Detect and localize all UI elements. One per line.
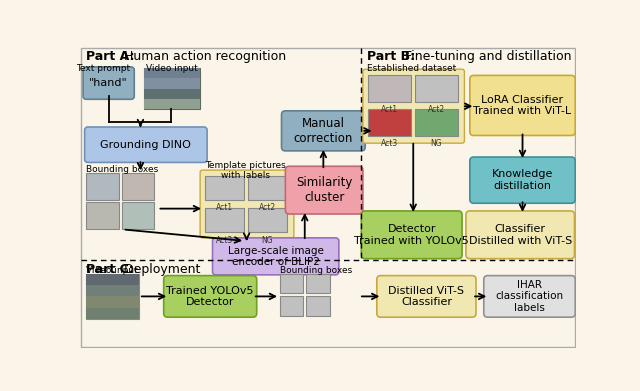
Text: Act3: Act3 — [381, 138, 398, 147]
FancyBboxPatch shape — [212, 238, 339, 275]
Text: "hand": "hand" — [90, 78, 128, 88]
Text: Grounding DINO: Grounding DINO — [100, 140, 191, 150]
FancyBboxPatch shape — [143, 79, 200, 88]
FancyBboxPatch shape — [143, 68, 200, 109]
FancyBboxPatch shape — [280, 274, 303, 293]
Text: Established dataset: Established dataset — [367, 64, 456, 73]
Text: Distilled ViT-S
Classifier: Distilled ViT-S Classifier — [388, 285, 465, 307]
Text: Bounding boxes: Bounding boxes — [86, 165, 159, 174]
FancyBboxPatch shape — [122, 173, 154, 200]
FancyBboxPatch shape — [363, 69, 465, 143]
Text: Act1: Act1 — [381, 105, 398, 114]
FancyBboxPatch shape — [86, 274, 139, 285]
FancyBboxPatch shape — [205, 208, 244, 233]
Text: Similarity
cluster: Similarity cluster — [296, 176, 352, 204]
Text: Bounding boxes: Bounding boxes — [280, 266, 352, 275]
FancyBboxPatch shape — [200, 170, 294, 238]
FancyBboxPatch shape — [470, 75, 575, 135]
Text: Act2: Act2 — [259, 203, 276, 212]
FancyBboxPatch shape — [122, 203, 154, 230]
FancyBboxPatch shape — [143, 88, 200, 99]
Text: Part B:: Part B: — [367, 50, 415, 63]
FancyBboxPatch shape — [466, 211, 575, 259]
FancyBboxPatch shape — [143, 68, 200, 79]
FancyBboxPatch shape — [86, 308, 139, 319]
Text: IHAR
classification
labels: IHAR classification labels — [495, 280, 564, 313]
Text: Act1: Act1 — [216, 203, 233, 212]
Text: Large-scale image
encoder of BLIP2: Large-scale image encoder of BLIP2 — [228, 246, 324, 267]
Text: Part C:: Part C: — [86, 262, 134, 276]
FancyBboxPatch shape — [415, 109, 458, 136]
FancyBboxPatch shape — [470, 157, 575, 203]
FancyBboxPatch shape — [307, 274, 330, 293]
Text: Detector
Trained with YOLOv5: Detector Trained with YOLOv5 — [355, 224, 469, 246]
FancyBboxPatch shape — [367, 75, 411, 102]
Text: Part A:: Part A: — [86, 50, 134, 63]
Text: Template pictures
with labels: Template pictures with labels — [205, 161, 286, 180]
FancyBboxPatch shape — [86, 285, 139, 296]
Text: Knowledge
distillation: Knowledge distillation — [492, 169, 553, 191]
FancyBboxPatch shape — [367, 109, 411, 136]
FancyBboxPatch shape — [81, 48, 575, 347]
Text: Act3: Act3 — [216, 235, 233, 244]
Text: Video input: Video input — [145, 64, 197, 73]
Text: Text prompt: Text prompt — [76, 64, 131, 73]
Text: Human action recognition: Human action recognition — [120, 50, 287, 63]
FancyBboxPatch shape — [143, 99, 200, 109]
Text: Video input: Video input — [86, 266, 138, 275]
FancyBboxPatch shape — [205, 176, 244, 200]
FancyBboxPatch shape — [484, 276, 575, 317]
Text: Act2: Act2 — [428, 105, 445, 114]
FancyBboxPatch shape — [362, 211, 462, 259]
FancyBboxPatch shape — [86, 274, 139, 319]
FancyBboxPatch shape — [83, 67, 134, 99]
FancyBboxPatch shape — [86, 296, 139, 308]
FancyBboxPatch shape — [282, 111, 365, 151]
FancyBboxPatch shape — [86, 203, 119, 230]
FancyBboxPatch shape — [307, 296, 330, 316]
Text: Classifier
Distilled with ViT-S: Classifier Distilled with ViT-S — [468, 224, 572, 246]
Text: LoRA Classifier
Trained with ViT-L: LoRA Classifier Trained with ViT-L — [474, 95, 572, 116]
FancyBboxPatch shape — [248, 176, 287, 200]
Text: Manual
correction: Manual correction — [294, 117, 353, 145]
FancyBboxPatch shape — [415, 75, 458, 102]
FancyBboxPatch shape — [164, 276, 257, 317]
FancyBboxPatch shape — [285, 166, 363, 214]
Text: NG: NG — [431, 138, 442, 147]
Text: Trained YOLOv5
Detector: Trained YOLOv5 Detector — [166, 285, 254, 307]
FancyBboxPatch shape — [248, 208, 287, 233]
Text: Fine-tuning and distillation: Fine-tuning and distillation — [401, 50, 572, 63]
Text: NG: NG — [262, 235, 273, 244]
FancyBboxPatch shape — [377, 276, 476, 317]
FancyBboxPatch shape — [86, 173, 119, 200]
FancyBboxPatch shape — [280, 296, 303, 316]
FancyBboxPatch shape — [84, 127, 207, 162]
Text: Deployment: Deployment — [120, 262, 201, 276]
